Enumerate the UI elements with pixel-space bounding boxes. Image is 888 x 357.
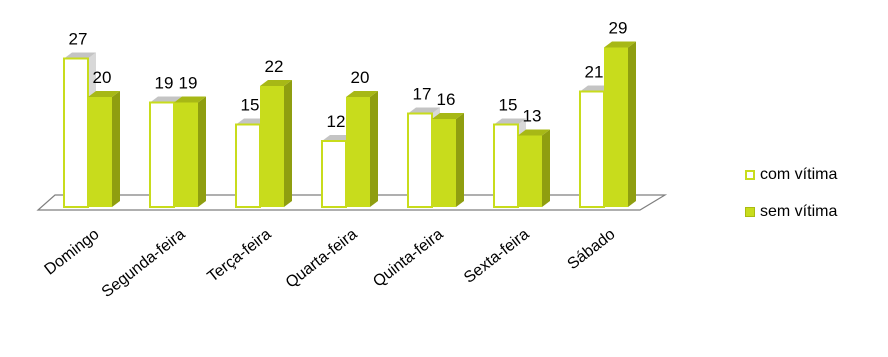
bar-front [604,47,628,207]
data-label: 19 [155,74,174,93]
bar [346,91,378,207]
bar [518,129,550,207]
data-label: 19 [179,74,198,93]
bar-top [408,107,440,114]
bar-top [260,80,292,86]
bar-top [494,118,526,125]
bar-front [149,101,175,208]
category-label: Sábado [565,226,619,273]
data-label: 20 [351,68,370,87]
data-label: 21 [585,63,604,82]
data-label: 16 [437,90,456,109]
category-label: Sexta-feira [461,226,533,287]
bar [174,96,206,207]
bar-top [150,96,182,103]
data-label: 12 [327,112,346,131]
bar-side [198,96,206,207]
category-label: Domingo [42,226,103,279]
bar [432,113,464,207]
bar-front [432,119,456,207]
bar-top [604,41,636,48]
bar-front [88,97,112,207]
bar-top [174,96,206,103]
category-label: Terça-feira [204,226,274,286]
data-label: 17 [413,85,432,104]
bar-side [112,91,120,207]
bar-top [432,113,464,119]
bar-front [260,86,284,207]
data-label: 22 [265,57,284,76]
bar [260,80,292,207]
legend-label-sem-vitima: sem vítima [760,203,838,220]
bar-top [64,52,96,59]
bar-top [346,91,378,97]
bar-front [493,123,519,208]
bars [63,41,636,208]
bar-front [235,123,261,208]
legend-item-com-vitima: com vítima [745,165,837,185]
data-label: 15 [499,96,518,115]
chart-floor [36,194,668,211]
data-label: 13 [523,107,542,126]
bar-front [321,140,347,208]
bar-front [579,90,605,208]
bar-top [88,91,120,97]
bar-side [370,91,378,207]
bar [88,91,120,207]
bar-front [518,135,542,207]
bar-front [346,97,370,207]
bar [604,41,636,207]
bar-side [456,113,464,207]
category-label: Segunda-feira [99,226,189,301]
bar-side [628,41,636,207]
bar-side [542,129,550,207]
category-label: Quinta-feira [370,226,446,291]
bar-front [174,102,198,207]
legend-swatch-sem-vitima [745,207,755,217]
data-label: 20 [93,68,112,87]
floor-outline [36,194,668,211]
bar-front [63,57,89,208]
data-label: 15 [241,96,260,115]
category-label: Quarta-feira [283,226,361,292]
legend-item-sem-vitima: sem vítima [745,202,837,222]
data-labels: 27 20 19 19 15 22 12 20 17 16 15 13 21 29 [69,19,628,132]
legend-swatch-com-vitima [745,170,755,180]
bar-side [284,80,292,207]
data-label: 27 [69,30,88,49]
legend: com vítima sem vítima [745,165,837,239]
bar-front [407,112,433,208]
data-label: 29 [609,19,628,38]
legend-label-com-vitima: com vítima [760,166,838,183]
bar-top [518,129,550,136]
